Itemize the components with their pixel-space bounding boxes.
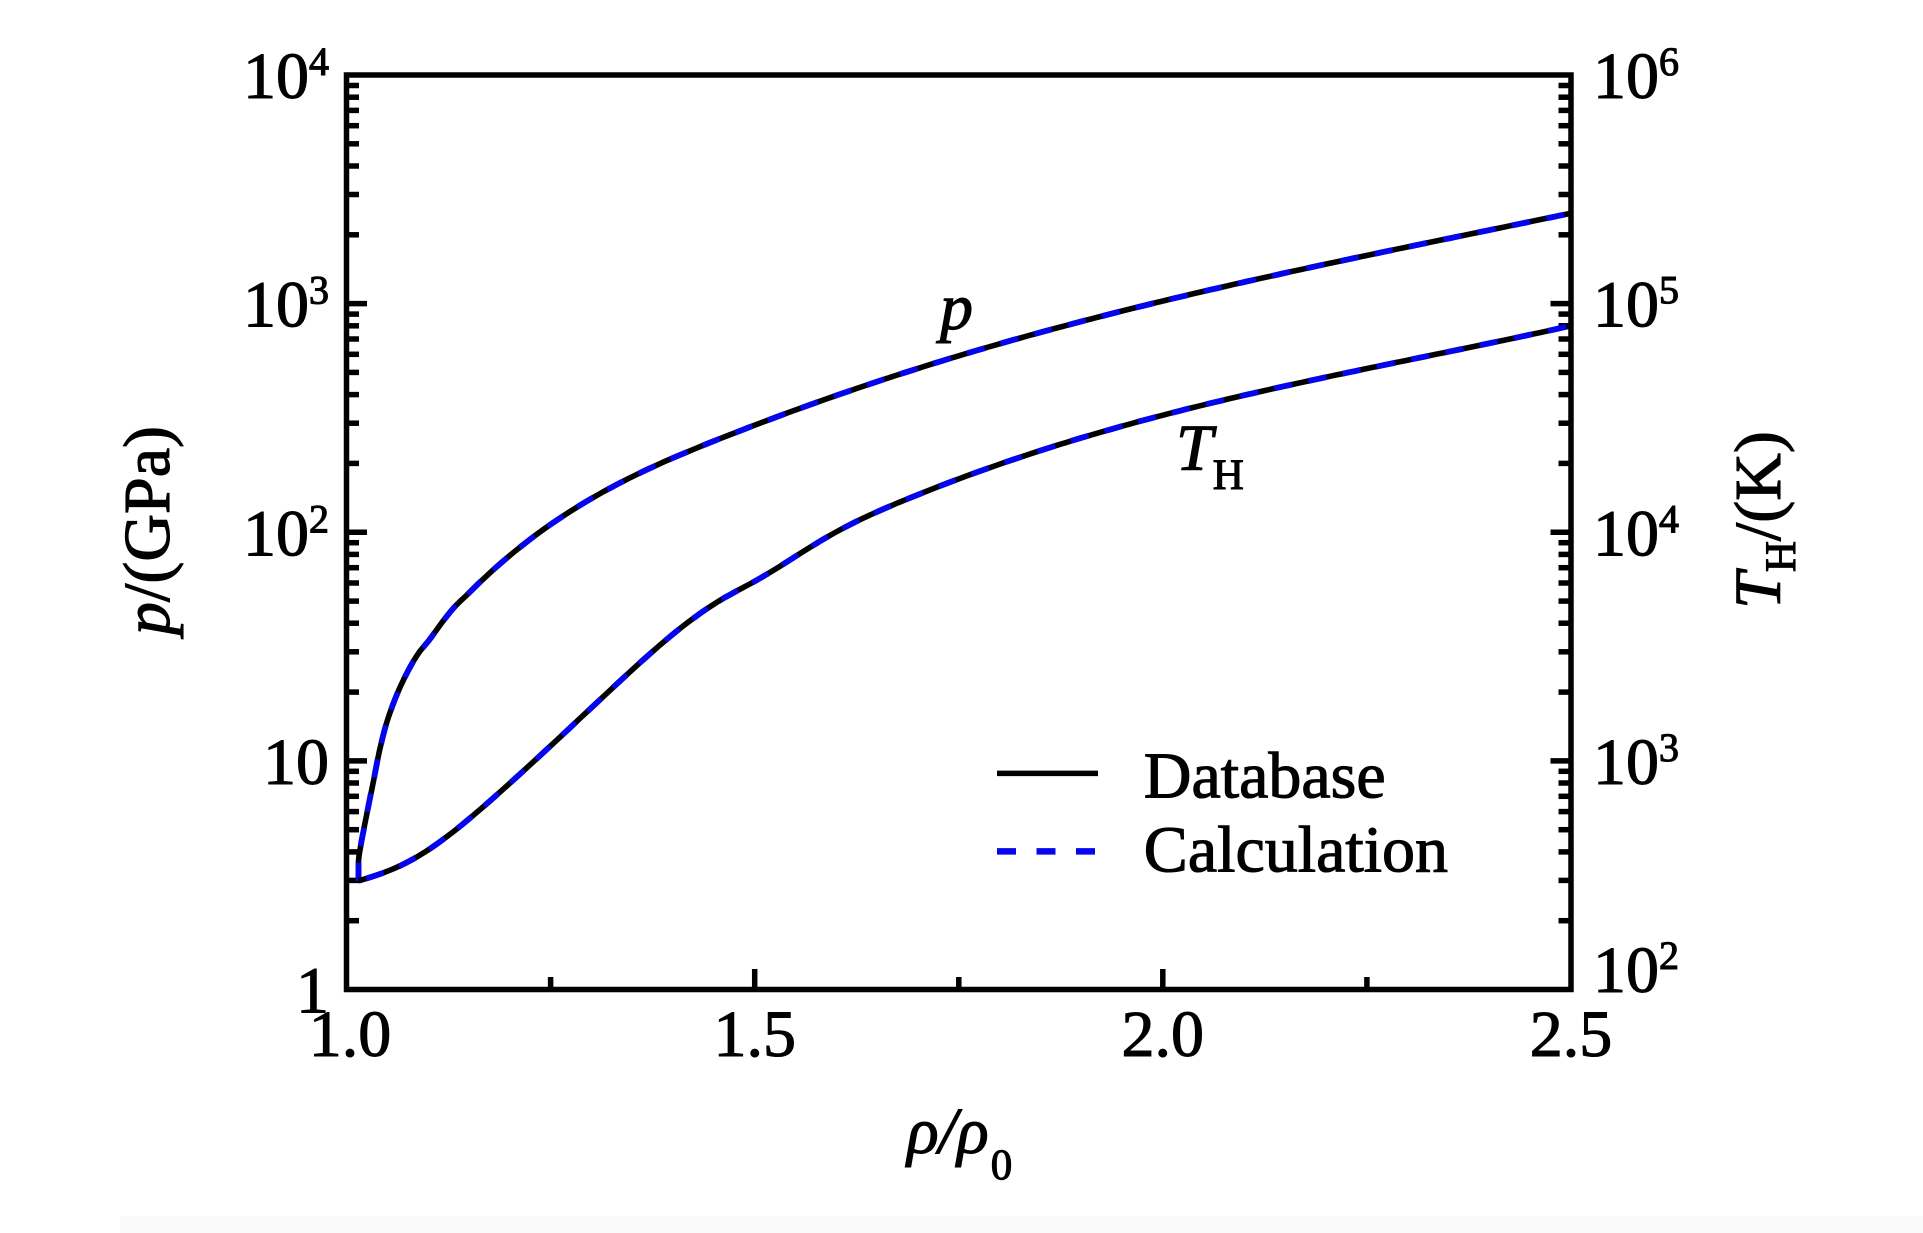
svg-text:Calculation: Calculation: [1144, 814, 1448, 887]
svg-text:1.0: 1.0: [309, 998, 392, 1071]
svg-text:2.0: 2.0: [1122, 998, 1205, 1071]
svg-text:103: 103: [243, 268, 329, 342]
svg-text:ρ/ρ0: ρ/ρ0: [905, 1095, 1012, 1189]
svg-text:2.5: 2.5: [1530, 998, 1613, 1071]
svg-text:1.5: 1.5: [713, 998, 796, 1071]
svg-text:p: p: [936, 271, 973, 344]
svg-text:106: 106: [1593, 39, 1679, 113]
svg-text:TH/(K): TH/(K): [1722, 431, 1805, 609]
svg-text:103: 103: [1593, 725, 1679, 799]
svg-text:p/(GPa): p/(GPa): [111, 426, 184, 639]
svg-text:10: 10: [263, 726, 329, 799]
svg-text:Database: Database: [1144, 740, 1386, 813]
svg-text:1: 1: [296, 955, 329, 1028]
